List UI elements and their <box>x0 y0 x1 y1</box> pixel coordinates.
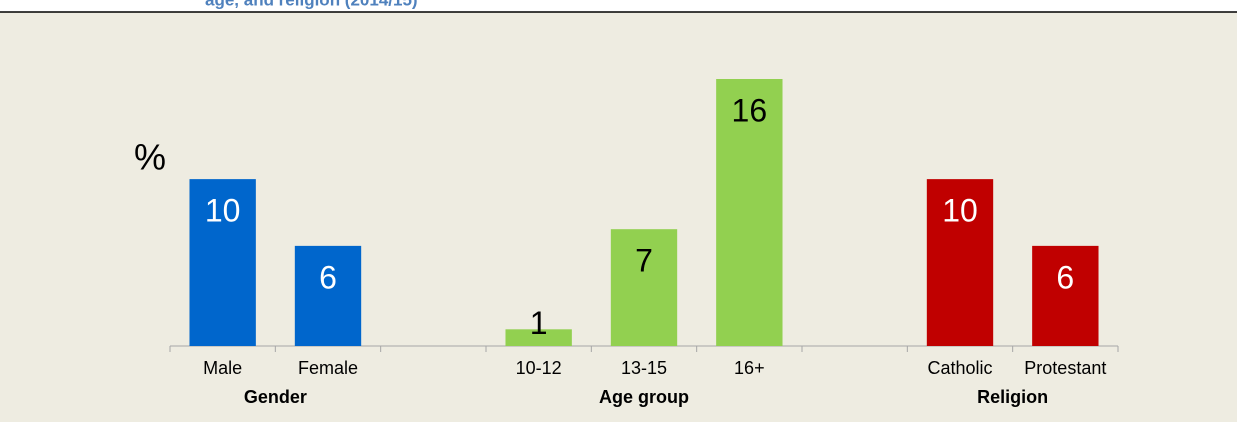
data-label: 6 <box>1056 259 1074 295</box>
data-label: 7 <box>635 243 653 279</box>
x-tick-label: 10-12 <box>516 358 562 378</box>
x-tick-label: 13-15 <box>621 358 667 378</box>
group-label: Age group <box>599 387 689 407</box>
bar <box>1032 245 1099 346</box>
data-label: 6 <box>319 259 337 295</box>
x-tick-label: 16+ <box>734 358 765 378</box>
bar <box>926 179 994 346</box>
bar <box>716 79 783 346</box>
x-tick-label: Catholic <box>927 358 992 378</box>
bar <box>610 229 678 346</box>
bar <box>294 245 362 346</box>
group-label: Gender <box>244 387 307 407</box>
data-label: 1 <box>530 305 548 341</box>
chart-title: age, and religion (2014/15) <box>205 0 418 9</box>
x-tick-label: Male <box>203 358 242 378</box>
x-tick-label: Protestant <box>1024 358 1106 378</box>
data-label: 10 <box>205 193 241 229</box>
data-label: 10 <box>942 193 978 229</box>
bar <box>189 179 256 346</box>
group-label: Religion <box>977 387 1048 407</box>
data-label: 16 <box>732 92 768 128</box>
bar <box>505 329 572 346</box>
x-tick-label: Female <box>298 358 358 378</box>
y-axis-label: % <box>134 137 166 178</box>
